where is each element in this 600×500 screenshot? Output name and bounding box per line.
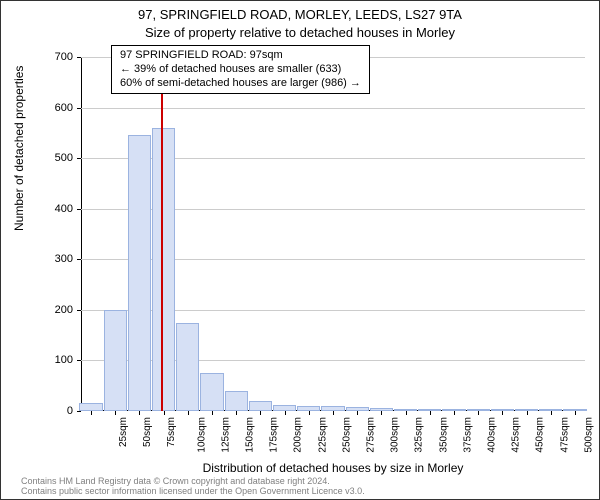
address-title: 97, SPRINGFIELD ROAD, MORLEY, LEEDS, LS2… <box>1 7 599 22</box>
xtick-label: 175sqm <box>269 417 280 453</box>
histogram-bar <box>176 323 199 412</box>
histogram-bar <box>152 128 175 411</box>
xtick-mark <box>285 411 286 415</box>
y-axis-line <box>81 57 82 411</box>
xtick-mark <box>236 411 237 415</box>
xtick-mark <box>575 411 576 415</box>
xtick-label: 325sqm <box>414 417 425 453</box>
xtick-mark <box>333 411 334 415</box>
histogram-bar <box>104 310 127 411</box>
ytick-mark <box>77 411 81 412</box>
xtick-label: 125sqm <box>220 417 231 453</box>
info-line-2: ← 39% of detached houses are smaller (63… <box>120 63 361 77</box>
histogram-bar <box>200 373 223 411</box>
ytick-mark <box>77 209 81 210</box>
chart-container: { "title_line1": "97, SPRINGFIELD ROAD, … <box>0 0 600 500</box>
xtick-label: 400sqm <box>487 417 498 453</box>
y-axis-label: Number of detached properties <box>12 66 26 231</box>
gridline <box>81 108 585 109</box>
info-line-1: 97 SPRINGFIELD ROAD: 97sqm <box>120 49 361 63</box>
ytick-label: 300 <box>55 253 73 265</box>
xtick-label: 200sqm <box>293 417 304 453</box>
xtick-mark <box>164 411 165 415</box>
ytick-label: 100 <box>55 354 73 366</box>
xtick-mark <box>91 411 92 415</box>
xtick-label: 450sqm <box>535 417 546 453</box>
histogram-bar <box>79 403 102 411</box>
xtick-label: 100sqm <box>196 417 207 453</box>
info-line-3: 60% of semi-detached houses are larger (… <box>120 77 361 91</box>
xtick-mark <box>527 411 528 415</box>
xtick-mark <box>115 411 116 415</box>
xtick-mark <box>309 411 310 415</box>
ytick-label: 200 <box>55 304 73 316</box>
ytick-mark <box>77 360 81 361</box>
xtick-label: 25sqm <box>118 417 129 447</box>
xtick-label: 475sqm <box>559 417 570 453</box>
xtick-label: 150sqm <box>245 417 256 453</box>
xtick-label: 225sqm <box>317 417 328 453</box>
plot-area <box>81 57 585 411</box>
xtick-mark <box>551 411 552 415</box>
xtick-label: 50sqm <box>142 417 153 447</box>
ytick-label: 500 <box>55 152 73 164</box>
xtick-mark <box>478 411 479 415</box>
xtick-label: 75sqm <box>166 417 177 447</box>
xtick-mark <box>212 411 213 415</box>
histogram-bar <box>249 401 272 411</box>
ytick-mark <box>77 108 81 109</box>
footer: Contains HM Land Registry data © Crown c… <box>21 477 591 497</box>
x-axis-label: Distribution of detached houses by size … <box>81 461 585 475</box>
xtick-label: 375sqm <box>462 417 473 453</box>
ytick-mark <box>77 158 81 159</box>
ytick-label: 0 <box>67 405 73 417</box>
ytick-mark <box>77 310 81 311</box>
footer-line-2: Contains public sector information licen… <box>21 487 591 497</box>
xtick-mark <box>260 411 261 415</box>
xtick-mark <box>381 411 382 415</box>
xtick-mark <box>502 411 503 415</box>
xtick-label: 275sqm <box>366 417 377 453</box>
histogram-bar <box>225 391 248 411</box>
ytick-mark <box>77 259 81 260</box>
info-box: 97 SPRINGFIELD ROAD: 97sqm ← 39% of deta… <box>111 45 370 94</box>
xtick-mark <box>454 411 455 415</box>
xtick-label: 300sqm <box>390 417 401 453</box>
histogram-bar <box>128 135 151 411</box>
xtick-mark <box>188 411 189 415</box>
xtick-label: 500sqm <box>583 417 594 453</box>
xtick-mark <box>430 411 431 415</box>
ytick-label: 700 <box>55 51 73 63</box>
ytick-mark <box>77 57 81 58</box>
ytick-label: 600 <box>55 102 73 114</box>
xtick-mark <box>139 411 140 415</box>
xtick-mark <box>406 411 407 415</box>
xtick-mark <box>357 411 358 415</box>
xtick-label: 350sqm <box>438 417 449 453</box>
xtick-label: 425sqm <box>511 417 522 453</box>
property-marker-line <box>161 57 163 411</box>
chart-subtitle: Size of property relative to detached ho… <box>1 25 599 40</box>
xtick-label: 250sqm <box>341 417 352 453</box>
ytick-label: 400 <box>55 203 73 215</box>
